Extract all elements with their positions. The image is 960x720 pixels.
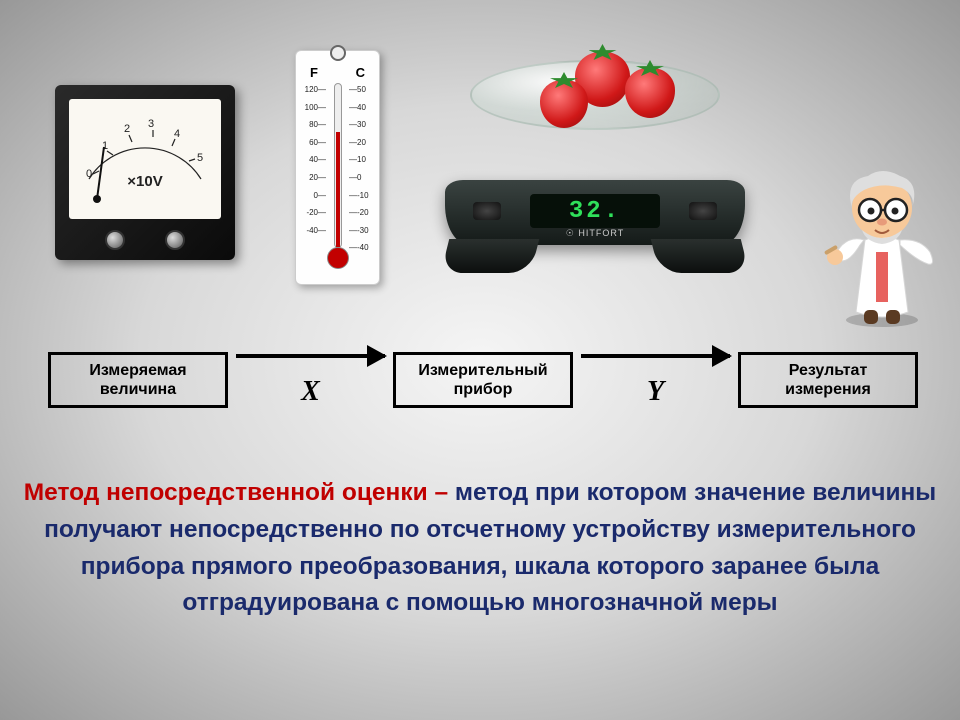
definition-text: Метод непосредственной оценки – метод пр… <box>22 475 938 622</box>
scale-display-value: 32. <box>569 198 621 225</box>
flow-box-result: Результат измерения <box>738 352 918 408</box>
arrow-icon <box>581 354 730 358</box>
flow-label-x: X <box>301 376 320 408</box>
thermometer-c-scale: —50—40—30—20—10—0—-10—-20—-30—-40 <box>349 81 371 257</box>
flow-diagram: Измеряемая величина X Измерительный приб… <box>48 340 918 420</box>
scale-brand: ☉ HITFORT <box>566 228 624 239</box>
flow-box-1-line1: Измеряемая <box>89 362 186 379</box>
professor-svg <box>820 160 940 330</box>
scale-display: 32. <box>530 194 660 228</box>
thermometer-c-label: C <box>356 65 365 80</box>
voltmeter-terminals <box>55 230 235 250</box>
definition-term: Метод непосредственной оценки – <box>24 479 455 506</box>
thermometer-tube <box>334 83 342 248</box>
scale-button-left <box>473 202 501 220</box>
scale-foot-left <box>441 239 539 273</box>
flow-box-3-line1: Результат <box>789 362 868 379</box>
flow-label-y: Y <box>647 376 664 408</box>
kitchen-scale: 32. ☉ HITFORT <box>420 40 770 280</box>
svg-text:0: 0 <box>86 168 92 180</box>
arrow-icon <box>236 354 385 358</box>
scale-body: 32. ☉ HITFORT <box>445 180 745 245</box>
flow-box-2-line2: прибор <box>454 381 513 398</box>
scale-button-right <box>689 202 717 220</box>
svg-text:2: 2 <box>124 123 130 135</box>
thermometer-bulb <box>327 247 349 269</box>
svg-text:3: 3 <box>148 118 154 130</box>
flow-box-instrument: Измерительный прибор <box>393 352 573 408</box>
voltmeter: 0 1 2 3 4 5 ×10V <box>55 85 235 260</box>
flow-box-1-line2: величина <box>100 381 176 398</box>
thermometer-fluid <box>336 132 340 247</box>
thermometer: F C 120—100—80—60—40—20—0—-20—-40— —50—4… <box>295 50 380 285</box>
flow-box-2-line1: Измерительный <box>418 362 547 379</box>
svg-text:4: 4 <box>174 128 180 140</box>
thermometer-hang-hole <box>330 45 346 61</box>
scale-foot-right <box>651 239 749 273</box>
thermometer-f-label: F <box>310 65 318 80</box>
terminal-right <box>165 230 185 250</box>
voltmeter-face: 0 1 2 3 4 5 ×10V <box>69 99 221 219</box>
professor-cartoon-icon <box>820 160 940 330</box>
instruments-row: 0 1 2 3 4 5 ×10V <box>0 40 960 320</box>
flow-box-measured-quantity: Измеряемая величина <box>48 352 228 408</box>
svg-text:5: 5 <box>197 152 203 164</box>
flow-box-3-line2: измерения <box>785 381 871 398</box>
thermometer-f-scale: 120—100—80—60—40—20—0—-20—-40— <box>304 81 326 239</box>
voltmeter-label: ×10V <box>127 173 162 190</box>
terminal-left <box>105 230 125 250</box>
voltmeter-scale-svg: 0 1 2 3 4 5 <box>69 99 221 219</box>
